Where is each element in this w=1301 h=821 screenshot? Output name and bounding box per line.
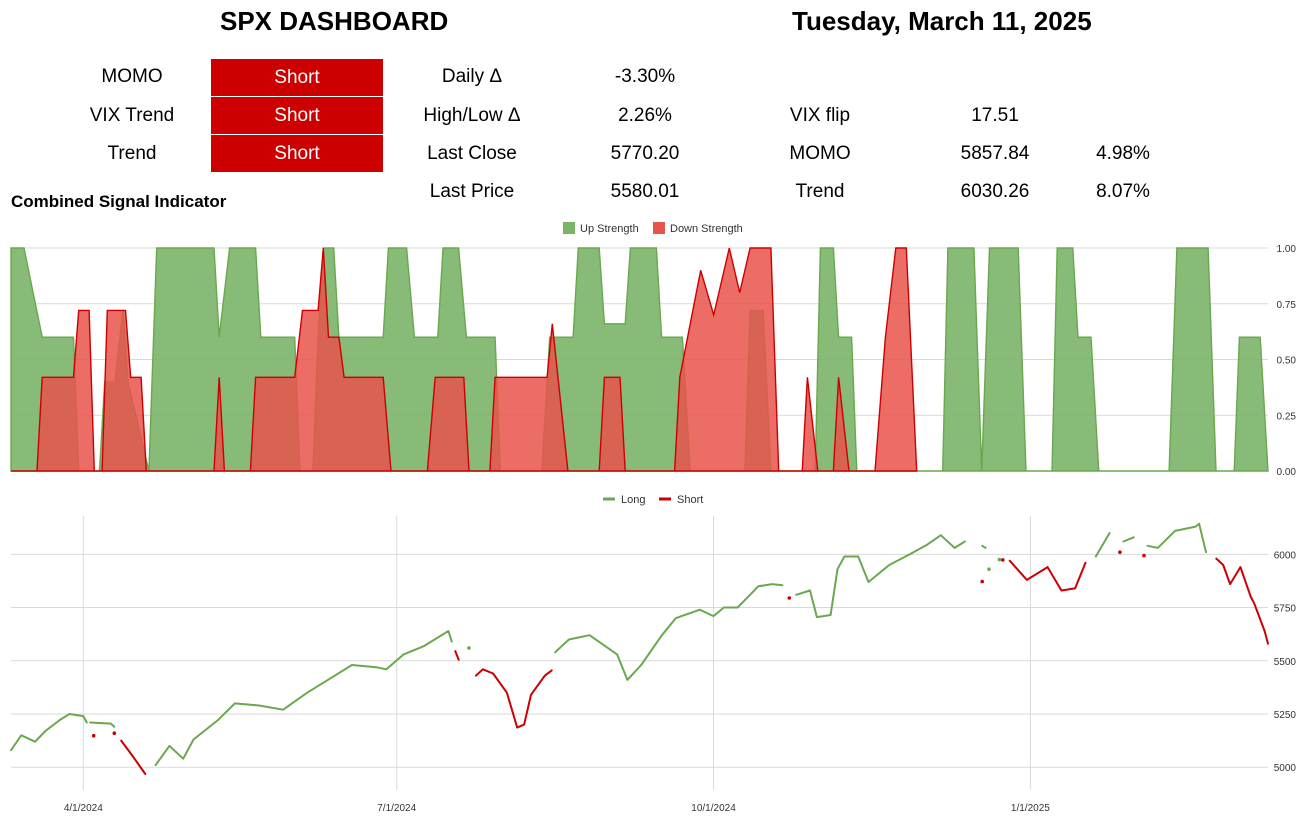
trend-level-pct: 8.07% [1096, 181, 1150, 202]
y-tick-label: 0.00 [1277, 467, 1297, 478]
price-segment-long [1094, 532, 1111, 558]
price-segment-long [981, 544, 987, 549]
trend-level-value: 6030.26 [960, 181, 1030, 202]
price-segment-short-point [980, 579, 984, 584]
price-segment-short-point [787, 596, 792, 600]
x-tick-label: 1/1/2025 [1011, 803, 1050, 814]
last-close-value: 5770.20 [610, 143, 680, 164]
x-tick-label: 4/1/2024 [64, 803, 103, 814]
y-tick-label: 1.00 [1277, 244, 1297, 255]
price-segment-short [454, 650, 460, 661]
price-segment-long [89, 721, 116, 728]
last-price-label: Last Price [429, 181, 515, 202]
dashboard-title: SPX DASHBOARD [220, 6, 449, 36]
price-segment-short [120, 739, 147, 775]
highlow-delta-value: 2.26% [618, 105, 672, 126]
legend-label-long: Long [621, 494, 645, 506]
price-segment-long [795, 534, 966, 619]
combined-signal-title: Combined Signal Indicator [11, 192, 227, 211]
y-tick-label: 0.25 [1277, 411, 1297, 422]
price-segment-short-point [1118, 550, 1122, 554]
highlow-delta-label: High/Low Δ [423, 105, 521, 126]
legend-swatch-up [563, 222, 575, 234]
price-segment-short-point [1142, 553, 1146, 558]
price-segment-short-point [112, 731, 117, 735]
vix-flip-label: VIX flip [789, 105, 851, 126]
y-tick-label: 5250 [1274, 710, 1297, 721]
y-tick-label: 5750 [1274, 604, 1297, 615]
price-segment-short-point [91, 733, 96, 738]
area-series-down-strength [11, 247, 918, 472]
price-segment-long [554, 583, 784, 681]
last-price-value: 5580.01 [610, 181, 680, 202]
daily-delta-value: -3.30% [614, 66, 676, 87]
momo-level-pct: 4.98% [1096, 143, 1150, 164]
x-tick-label: 10/1/2024 [691, 803, 736, 814]
price-segment-long-point [987, 567, 991, 571]
y-tick-label: 6000 [1274, 550, 1297, 561]
daily-delta-label: Daily Δ [441, 66, 503, 87]
legend-label-down: Down Strength [670, 223, 743, 235]
momo-level-label: MOMO [789, 143, 851, 164]
price-segment-long [154, 630, 453, 767]
trend-signal-badge: Short [211, 135, 383, 172]
area-series-up-strength [10, 247, 1269, 472]
price-segment-long [1122, 536, 1135, 543]
price-chart: Long Short 5000 5250 5500 5750 6000 4/1/2024 7/1… [10, 494, 1297, 814]
legend-label-up: Up Strength [580, 223, 639, 235]
price-segment-long-point [467, 646, 471, 650]
vix-trend-signal-label: VIX Trend [89, 105, 175, 126]
last-close-label: Last Close [427, 143, 517, 164]
x-tick-label: 7/1/2024 [377, 803, 416, 814]
vix-trend-signal-badge: Short [211, 97, 383, 134]
momo-signal-label: MOMO [101, 66, 163, 87]
price-segment-short [474, 668, 553, 729]
legend-label-short: Short [677, 494, 703, 506]
signal-strength-chart: Up Strength Down Strength 0.00 0.25 0.50 0.75… [10, 222, 1297, 478]
momo-signal-badge: Short [211, 59, 383, 96]
y-tick-label: 5500 [1274, 657, 1297, 668]
price-segment-short [1008, 559, 1087, 592]
price-segment-long-point [997, 557, 1002, 562]
trend-signal-label: Trend [107, 143, 157, 164]
price-segment-short [1215, 557, 1269, 645]
price-segment-short-point [1001, 558, 1005, 562]
y-tick-label: 5000 [1274, 763, 1297, 774]
y-tick-label: 0.75 [1277, 300, 1297, 311]
vix-flip-value: 17.51 [971, 105, 1019, 126]
y-tick-label: 0.50 [1277, 356, 1297, 367]
trend-level-label: Trend [795, 181, 845, 202]
legend-swatch-down [653, 222, 665, 234]
price-segment-long [10, 713, 88, 752]
price-segment-long [1146, 522, 1207, 554]
dashboard-date: Tuesday, March 11, 2025 [792, 6, 1092, 36]
momo-level-value: 5857.84 [960, 143, 1030, 164]
